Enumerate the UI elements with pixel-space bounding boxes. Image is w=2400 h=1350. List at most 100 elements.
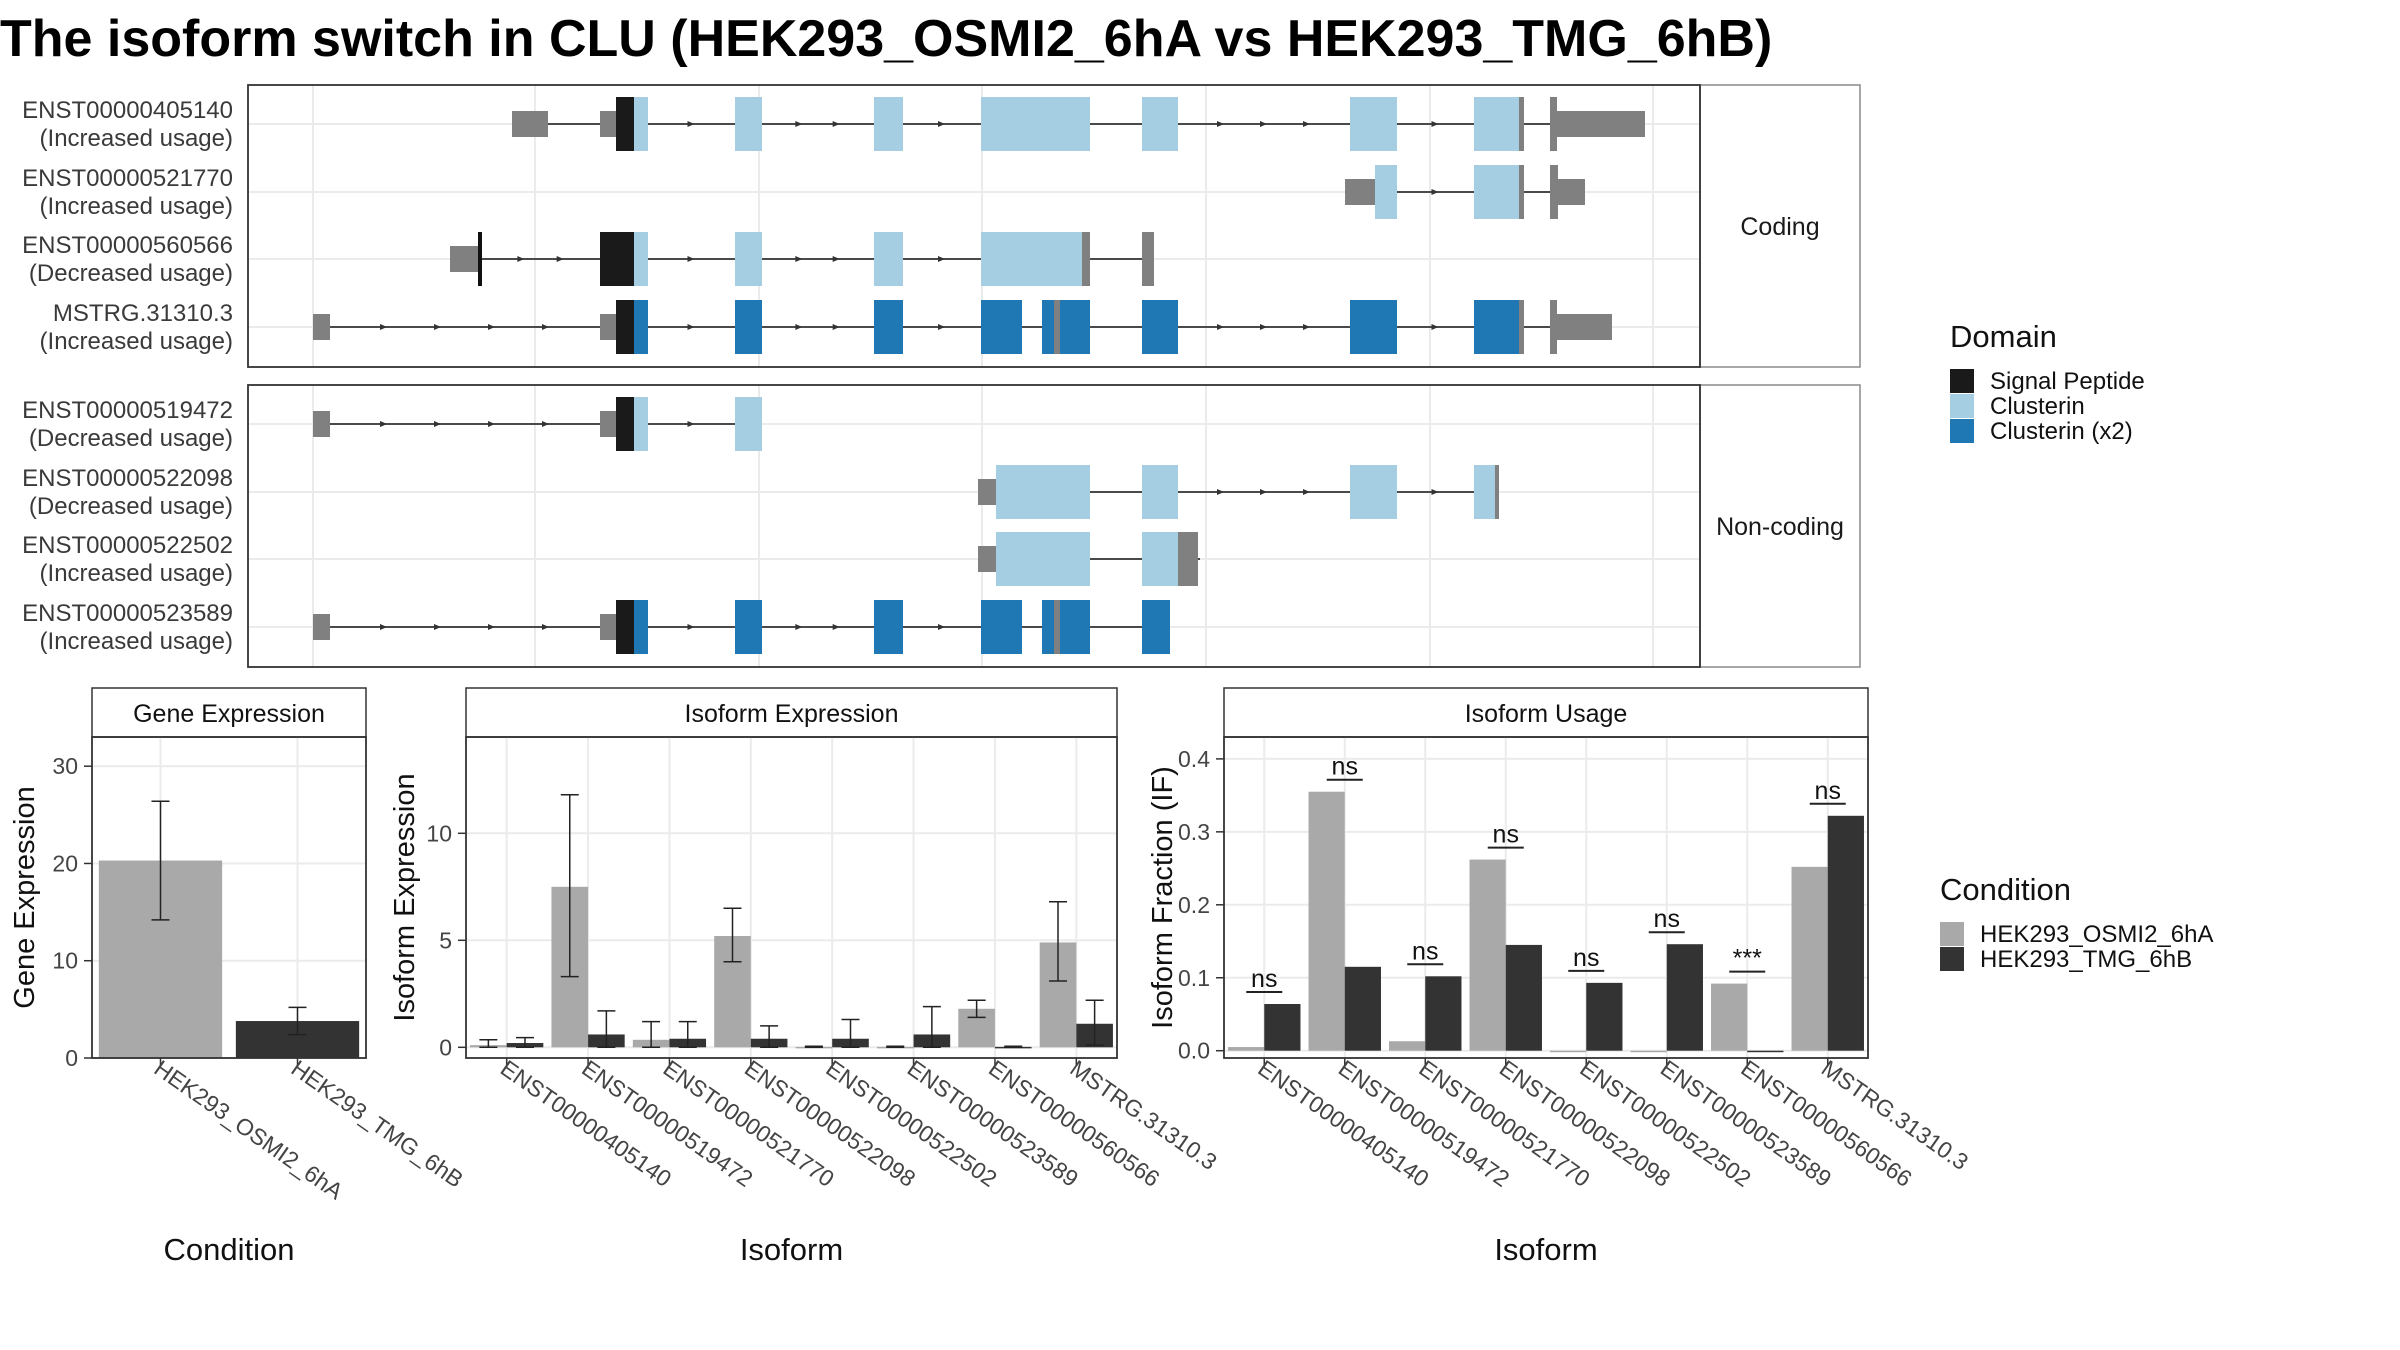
bar — [1389, 1041, 1426, 1051]
x-axis-title: Isoform — [740, 1232, 843, 1267]
bar — [1505, 944, 1542, 1051]
panel-border — [1223, 736, 1869, 1059]
bar — [1469, 859, 1506, 1051]
intron-arrow — [556, 256, 564, 262]
transcript-usage-label: (Decreased usage) — [29, 260, 233, 287]
exon-block — [735, 97, 762, 151]
legend-swatch — [1950, 369, 1974, 393]
intron-arrow — [434, 624, 441, 630]
facet-strip — [1699, 84, 1861, 368]
exon-block — [1054, 300, 1060, 354]
transcript-track — [978, 532, 1200, 586]
panel-title: Isoform Expression — [685, 700, 899, 728]
y-tick-label: 0.1 — [1178, 965, 1210, 991]
exon-block — [1474, 165, 1519, 219]
bar — [1586, 982, 1623, 1051]
exon-block — [512, 111, 548, 137]
intron-arrow — [1431, 489, 1439, 495]
exon-block — [1375, 165, 1397, 219]
bar — [1308, 791, 1345, 1051]
intron-arrow — [542, 324, 549, 330]
transcript-track — [313, 397, 762, 451]
intron-arrow — [795, 624, 803, 630]
transcript-id-label: ENST00000519472 — [22, 397, 233, 424]
intron-arrow — [687, 121, 695, 127]
exon-block — [981, 600, 1022, 654]
exon-block — [1142, 600, 1170, 654]
facet-label: Non-coding — [1716, 513, 1844, 541]
legend-swatch — [1950, 394, 1974, 418]
intron-arrow — [1303, 324, 1310, 330]
exon-block — [634, 600, 648, 654]
intron-arrow — [380, 421, 387, 427]
exon-block — [1054, 600, 1060, 654]
exon-block — [1495, 465, 1499, 519]
intron-arrow — [832, 624, 840, 630]
bar-chart-panel: Isoform Usage ns ns ns ns ns ns *** ns 0.0 0.1 0.2 0… — [1147, 687, 1973, 1267]
significance-label: ns — [1412, 937, 1438, 965]
y-tick-label: 10 — [426, 820, 452, 846]
exon-block — [1042, 600, 1054, 654]
facet-panel-border — [247, 84, 1701, 368]
intron-arrow — [434, 324, 441, 330]
exon-block — [1142, 232, 1154, 286]
intron-arrow — [687, 421, 695, 427]
intron-arrow — [938, 121, 945, 127]
legend-label: Clusterin (x2) — [1990, 418, 2133, 445]
exon-block — [616, 97, 634, 151]
x-axis-title: Condition — [164, 1232, 295, 1267]
exon-block — [1142, 465, 1178, 519]
bar — [1228, 1047, 1265, 1051]
exon-block — [478, 232, 482, 286]
exon-block — [1519, 300, 1524, 354]
intron-arrow — [795, 121, 803, 127]
intron-arrow — [488, 624, 495, 630]
significance-label: ns — [1332, 753, 1358, 781]
exon-block — [313, 614, 330, 640]
exon-block — [1519, 97, 1524, 151]
exon-block — [1350, 97, 1397, 151]
transcript-track — [978, 465, 1499, 519]
x-axis-title: Isoform — [1494, 1232, 1597, 1267]
legend-title: Domain — [1950, 319, 2057, 354]
panel-title: Isoform Usage — [1465, 700, 1628, 728]
exon-block — [996, 465, 1090, 519]
transcript-track — [313, 600, 1170, 654]
exon-block — [1345, 179, 1375, 205]
exon-block — [450, 246, 480, 272]
exon-block — [1142, 97, 1178, 151]
intron-arrow — [938, 324, 945, 330]
intron-arrow — [938, 256, 945, 262]
transcript-usage-label: (Increased usage) — [40, 328, 233, 355]
panel-border — [465, 736, 1118, 1059]
exon-block — [1550, 97, 1557, 151]
significance-label: ns — [1815, 777, 1841, 805]
intron-arrow — [1431, 324, 1439, 330]
exon-block — [1474, 465, 1497, 519]
exon-block — [1557, 314, 1612, 340]
exon-block — [735, 397, 762, 451]
legend-label: Signal Peptide — [1990, 368, 2145, 395]
facet-panel-bg — [248, 385, 1700, 667]
intron-arrow — [687, 324, 695, 330]
intron-arrow — [1303, 489, 1310, 495]
intron-arrow — [1260, 324, 1267, 330]
exon-block — [981, 97, 1090, 151]
intron-arrow — [1260, 121, 1267, 127]
transcript-track — [450, 232, 1154, 286]
y-tick-label: 0 — [439, 1034, 452, 1060]
transcript-id-label: ENST00000522098 — [22, 465, 233, 492]
legend-label: HEK293_OSMI2_6hA — [1980, 921, 2213, 948]
y-tick-label: 0.3 — [1178, 819, 1210, 845]
intron-arrow — [517, 256, 525, 262]
exon-block — [1474, 97, 1519, 151]
intron-arrow — [938, 624, 945, 630]
transcript-usage-label: (Increased usage) — [40, 193, 233, 220]
intron-arrow — [1260, 489, 1267, 495]
transcript-id-label: ENST00000523589 — [22, 600, 233, 627]
intron-arrow — [1431, 121, 1439, 127]
intron-arrow — [795, 256, 803, 262]
